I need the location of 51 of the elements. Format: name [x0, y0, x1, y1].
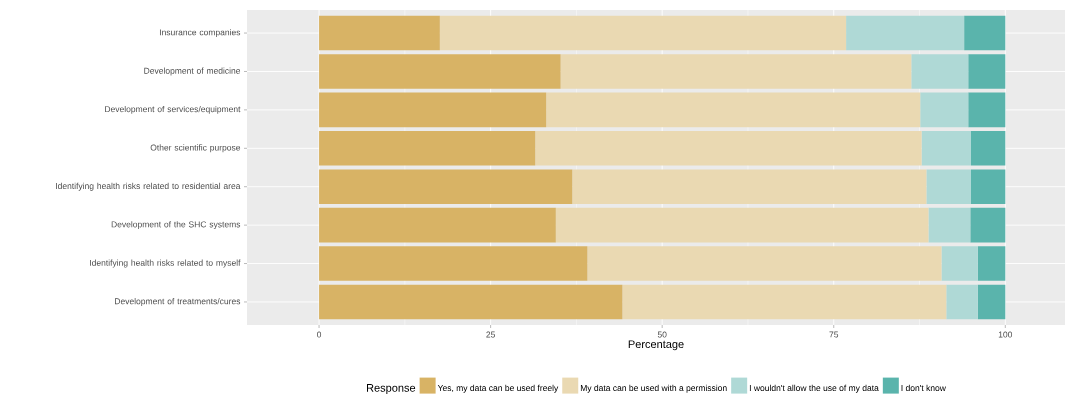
legend-label: I wouldn't allow the use of my data [749, 384, 879, 393]
bar [946, 284, 978, 320]
bar [319, 54, 561, 89]
bar [319, 169, 573, 204]
bar [319, 207, 556, 243]
x-tick-label: 25 [486, 331, 495, 338]
bar [319, 246, 588, 281]
legend-label: I don't know [901, 384, 946, 392]
x-tick-label: 0 [317, 331, 322, 338]
bar [920, 92, 969, 128]
y-tick-label: Development of services/equipment [105, 105, 241, 114]
bar [928, 207, 971, 243]
legend-title: Response [367, 384, 416, 394]
legend-label: Yes, my data can be used freely [437, 384, 559, 393]
x-axis-title: Percentage [628, 340, 684, 351]
bar [555, 207, 929, 243]
legend-label: My data can be used with a permission [580, 384, 727, 393]
bar [921, 131, 971, 166]
bar [964, 15, 1006, 51]
bar [546, 92, 921, 128]
bar [968, 54, 1006, 89]
y-tick-label: Insurance companies [159, 29, 241, 38]
bar [319, 15, 440, 51]
bar [319, 92, 547, 128]
bar [911, 54, 969, 89]
y-tick-label: Development of treatments/cures [115, 298, 241, 306]
bar [319, 284, 623, 320]
bar [971, 169, 1006, 204]
bar [970, 207, 1006, 243]
y-tick-label: Development of medicine [144, 67, 241, 76]
bar [977, 284, 1006, 320]
bar [977, 246, 1006, 281]
bar [439, 15, 847, 51]
bar [319, 131, 536, 166]
y-tick-label: Identifying health risks related to myself [90, 259, 241, 268]
x-tick-label: 50 [657, 331, 667, 338]
bar [941, 246, 978, 281]
bar [622, 284, 947, 320]
x-tick-label: 75 [829, 331, 839, 338]
bar [587, 246, 942, 281]
bar [846, 15, 965, 51]
bar [535, 131, 922, 166]
bar [926, 169, 971, 204]
y-tick-label: Identifying health risks related to residential area [56, 182, 241, 191]
bar [572, 169, 927, 204]
bar [968, 92, 1006, 128]
bar [971, 131, 1006, 166]
y-tick-label: Other scientific purpose [150, 144, 241, 153]
bar [560, 54, 912, 89]
x-tick-label: 100 [998, 331, 1013, 338]
y-tick-label: Development of the SHC systems [111, 221, 241, 230]
